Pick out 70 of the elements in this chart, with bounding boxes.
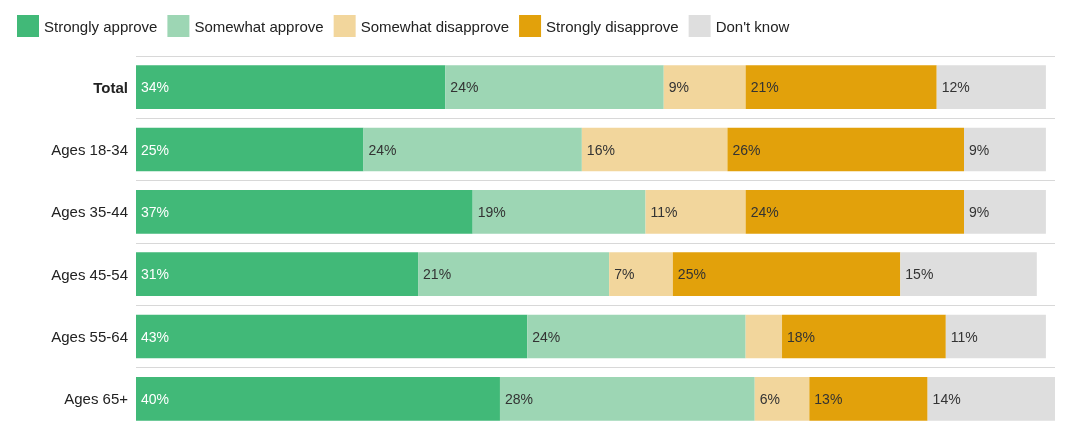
data-label: 43% (141, 328, 170, 345)
data-label: 9% (668, 79, 689, 96)
bar (527, 314, 746, 359)
bar (136, 65, 446, 109)
bar (900, 252, 1037, 296)
bar (472, 190, 646, 234)
data-label: 14% (932, 390, 961, 407)
data-label: 7% (614, 266, 635, 283)
bar (609, 252, 673, 296)
y-tick-label: Ages 65+ (64, 390, 129, 408)
data-label: 9% (969, 141, 990, 158)
bar (927, 377, 1055, 421)
data-label: 9% (969, 203, 990, 220)
data-label: 15% (905, 266, 934, 283)
bar (136, 190, 473, 234)
data-label: 31% (141, 266, 170, 283)
bar (672, 252, 901, 296)
data-label: 21% (423, 266, 452, 283)
legend-label: Somewhat approve (194, 17, 324, 35)
y-tick-label: Ages 45-54 (51, 265, 128, 283)
bar (363, 127, 582, 172)
legend-label: Don't know (715, 17, 790, 35)
data-label: 34% (141, 79, 170, 96)
y-tick-label: Total (93, 78, 128, 96)
bar (136, 314, 528, 359)
y-tick-label: Ages 35-44 (51, 203, 128, 221)
bar (663, 65, 746, 109)
bar (754, 377, 810, 421)
data-label: 19% (477, 203, 506, 220)
bar (645, 190, 746, 234)
legend-label: Strongly approve (44, 17, 158, 35)
data-label: 12% (941, 79, 970, 96)
data-label: 11% (650, 203, 678, 220)
data-label: 21% (750, 79, 779, 96)
data-label: 25% (141, 141, 170, 158)
bar (136, 252, 419, 296)
bar (581, 127, 728, 172)
bar (745, 65, 937, 109)
y-tick-label: Ages 18-34 (51, 141, 128, 158)
data-label: 40% (141, 390, 170, 407)
data-label: 37% (141, 203, 170, 220)
bar (964, 190, 1046, 234)
data-label: 24% (532, 328, 561, 345)
bar (782, 314, 946, 359)
bar (964, 127, 1046, 172)
data-label: 13% (814, 390, 843, 407)
data-label: 16% (586, 141, 615, 158)
bar (809, 377, 928, 421)
bar (727, 127, 965, 172)
bar (745, 190, 965, 234)
bar (136, 127, 364, 172)
legend-label: Somewhat disapprove (360, 17, 510, 35)
bar (445, 65, 664, 109)
data-label: 24% (750, 203, 779, 220)
data-label: 18% (787, 328, 816, 345)
data-label: 6% (759, 390, 780, 407)
bar (936, 65, 1046, 109)
bar (499, 377, 755, 421)
bar (418, 252, 610, 296)
bar (136, 377, 500, 421)
data-label: 26% (732, 141, 761, 158)
bar (745, 314, 783, 359)
data-label: 24% (450, 79, 479, 96)
data-label: 24% (368, 141, 397, 158)
bar (945, 314, 1046, 359)
data-label: 25% (677, 266, 706, 283)
legend-label: Strongly disapprove (546, 17, 679, 35)
data-label: 28% (504, 390, 533, 407)
y-tick-label: Ages 55-64 (51, 328, 128, 345)
data-label: 11% (950, 328, 978, 345)
